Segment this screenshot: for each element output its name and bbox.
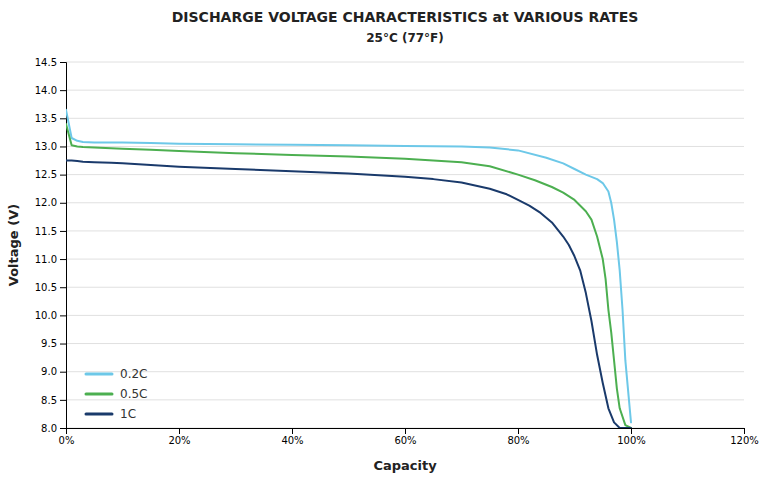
tick-mark <box>60 428 66 429</box>
tick-mark <box>60 90 66 91</box>
subtitle: 25°C (77°F) <box>366 31 444 45</box>
tick-mark <box>60 372 66 373</box>
tick-mark <box>179 428 180 434</box>
legend: 0.2C 0.5C 1C <box>86 367 147 421</box>
tick: 14.5 <box>35 57 66 68</box>
tick: 11.0 <box>35 254 66 265</box>
tick: 8.5 <box>41 395 66 406</box>
tick: 12.0 <box>35 197 66 208</box>
tick-mark <box>60 203 66 204</box>
tick: 8.0 <box>41 423 66 434</box>
x-axis-title: Capacity <box>373 458 437 473</box>
tick: 13.0 <box>35 141 66 152</box>
tick-label: 120% <box>730 435 759 446</box>
tick-label: 80% <box>507 435 529 446</box>
tick-label: 14.5 <box>35 57 57 68</box>
legend-item: 1C <box>86 407 136 421</box>
chart: 0% 20% 40% 60% 80% 100% 120% 8.0 8.5 9.0 9.5 10.0 10… <box>0 0 768 484</box>
tick-label: 20% <box>168 435 190 446</box>
legend-swatch <box>86 393 112 396</box>
title: DISCHARGE VOLTAGE CHARACTERISTICS at VAR… <box>172 9 639 25</box>
legend-item: 0.2C <box>86 367 147 381</box>
legend-label: 0.5C <box>120 387 147 401</box>
grid-line <box>66 315 744 316</box>
tick-label: 13.0 <box>35 141 57 152</box>
series-line <box>66 161 631 428</box>
legend-label: 1C <box>120 407 136 421</box>
tick-mark <box>60 259 66 260</box>
tick: 20% <box>168 428 190 446</box>
tick: 9.5 <box>41 338 66 349</box>
grid-line <box>66 174 744 175</box>
plot: 0% 20% 40% 60% 80% 100% 120% 8.0 8.5 9.0 9.5 10.0 10… <box>35 57 759 446</box>
tick: 12.5 <box>35 169 66 180</box>
grid-line <box>66 287 744 288</box>
tick-label: 100% <box>617 435 646 446</box>
axis-line <box>67 429 745 435</box>
tick: 120% <box>730 428 759 446</box>
tick-label: 40% <box>281 435 303 446</box>
tick-mark <box>60 146 66 147</box>
tick: 13.5 <box>35 113 66 124</box>
tick-mark <box>60 315 66 316</box>
grid-line <box>66 343 744 344</box>
tick-label: 13.5 <box>35 113 57 124</box>
tick: 11.5 <box>35 226 66 237</box>
grid-line <box>66 259 744 260</box>
tick-label: 12.0 <box>35 197 57 208</box>
tick-label: 9.5 <box>41 338 57 349</box>
legend-item: 0.5C <box>86 387 147 401</box>
grid <box>66 62 744 428</box>
grid-line <box>66 230 744 231</box>
tick-label: 8.0 <box>41 423 57 434</box>
tick-label: 10.5 <box>35 282 57 293</box>
tick-mark <box>518 428 519 434</box>
grid-line <box>66 90 744 91</box>
tick-mark <box>405 428 406 434</box>
axis-line <box>60 63 67 429</box>
y-axis: 8.0 8.5 9.0 9.5 10.0 10.5 11.0 11.5 12.0 12.5 13.0… <box>35 57 67 434</box>
series-line <box>66 124 631 428</box>
tick-mark <box>60 400 66 401</box>
legend-swatch <box>86 373 112 376</box>
tick-mark <box>60 231 66 232</box>
y-axis-title: Voltage (V) <box>6 204 21 286</box>
grid-line <box>66 202 744 203</box>
tick: 14.0 <box>35 85 66 96</box>
legend-label: 0.2C <box>120 367 147 381</box>
grid-line <box>66 371 744 372</box>
tick-label: 8.5 <box>41 395 57 406</box>
tick: 80% <box>507 428 529 446</box>
tick-label: 14.0 <box>35 85 57 96</box>
tick: 40% <box>281 428 303 446</box>
tick-mark <box>60 118 66 119</box>
tick-label: 12.5 <box>35 169 57 180</box>
lines <box>66 110 631 428</box>
tick-mark <box>60 287 66 288</box>
tick: 9.0 <box>41 366 66 377</box>
tick: 60% <box>394 428 416 446</box>
grid-line <box>66 399 744 400</box>
tick: 100% <box>617 428 646 446</box>
tick-label: 0% <box>59 435 75 446</box>
tick-mark <box>60 175 66 176</box>
tick-label: 10.0 <box>35 310 57 321</box>
grid-line <box>66 118 744 119</box>
tick-label: 9.0 <box>41 366 57 377</box>
tick-mark <box>744 428 745 434</box>
legend-swatch <box>86 413 112 416</box>
tick: 10.5 <box>35 282 66 293</box>
tick-mark <box>60 344 66 345</box>
tick-label: 11.0 <box>35 254 57 265</box>
tick: 10.0 <box>35 310 66 321</box>
grid-line <box>66 62 744 63</box>
tick-label: 11.5 <box>35 226 57 237</box>
tick-mark <box>631 428 632 434</box>
tick-label: 60% <box>394 435 416 446</box>
tick: 0% <box>59 428 75 446</box>
tick-mark <box>60 62 66 63</box>
x-axis: 0% 20% 40% 60% 80% 100% 120% <box>59 428 759 446</box>
tick-mark <box>292 428 293 434</box>
